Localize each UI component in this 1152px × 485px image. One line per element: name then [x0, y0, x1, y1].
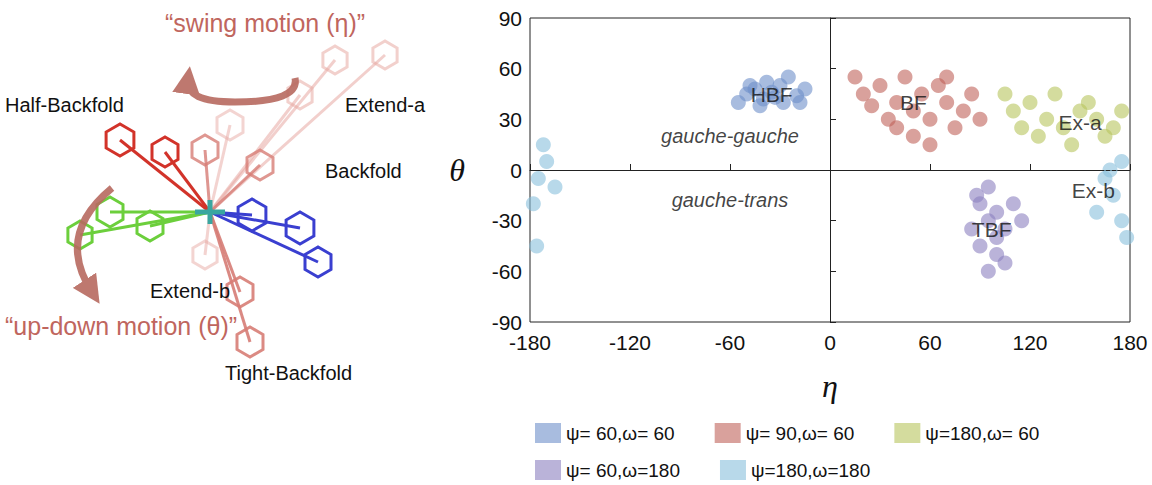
- svg-text:HBF: HBF: [751, 83, 793, 106]
- svg-text:TBF: TBF: [972, 218, 1012, 241]
- svg-text:Ex-a: Ex-a: [1058, 111, 1102, 134]
- svg-text:-90: -90: [491, 310, 522, 334]
- svg-text:Backfold: Backfold: [325, 160, 402, 182]
- svg-text:180: 180: [1112, 331, 1147, 354]
- svg-text:60: 60: [499, 57, 522, 80]
- svg-text:ψ= 60,ω=180: ψ= 60,ω=180: [566, 460, 680, 481]
- svg-text:θ: θ: [449, 152, 465, 188]
- svg-text:ψ= 90,ω= 60: ψ= 90,ω= 60: [746, 423, 855, 444]
- svg-text:ψ=180,ω=180: ψ=180,ω=180: [751, 460, 870, 481]
- svg-text:Extend-a: Extend-a: [345, 94, 426, 116]
- svg-text:-30: -30: [492, 209, 522, 232]
- svg-text:-180: -180: [509, 331, 551, 354]
- svg-text:gauche-trans: gauche-trans: [672, 189, 789, 211]
- svg-text:“swing motion (η)”: “swing motion (η)”: [165, 9, 365, 37]
- svg-text:ψ= 60,ω= 60: ψ= 60,ω= 60: [566, 423, 675, 444]
- svg-text:0: 0: [510, 159, 522, 182]
- svg-text:gauche-gauche: gauche-gauche: [661, 125, 799, 147]
- svg-text:Extend-b: Extend-b: [150, 280, 230, 302]
- svg-text:-60: -60: [715, 331, 745, 354]
- svg-text:Tight-Backfold: Tight-Backfold: [225, 362, 352, 384]
- svg-text:η: η: [822, 368, 838, 404]
- svg-text:ψ=180,ω= 60: ψ=180,ω= 60: [925, 423, 1039, 444]
- svg-text:Ex-b: Ex-b: [1072, 179, 1115, 202]
- svg-text:-60: -60: [492, 260, 522, 283]
- svg-text:60: 60: [918, 331, 941, 354]
- svg-text:30: 30: [499, 108, 522, 131]
- svg-text:0: 0: [824, 331, 836, 354]
- svg-text:90: 90: [499, 7, 522, 30]
- svg-text:“up-down motion (θ)”: “up-down motion (θ)”: [5, 312, 237, 340]
- svg-text:-120: -120: [609, 331, 651, 354]
- svg-text:BF: BF: [900, 91, 927, 114]
- svg-text:Half-Backfold: Half-Backfold: [5, 94, 124, 116]
- svg-text:120: 120: [1012, 331, 1047, 354]
